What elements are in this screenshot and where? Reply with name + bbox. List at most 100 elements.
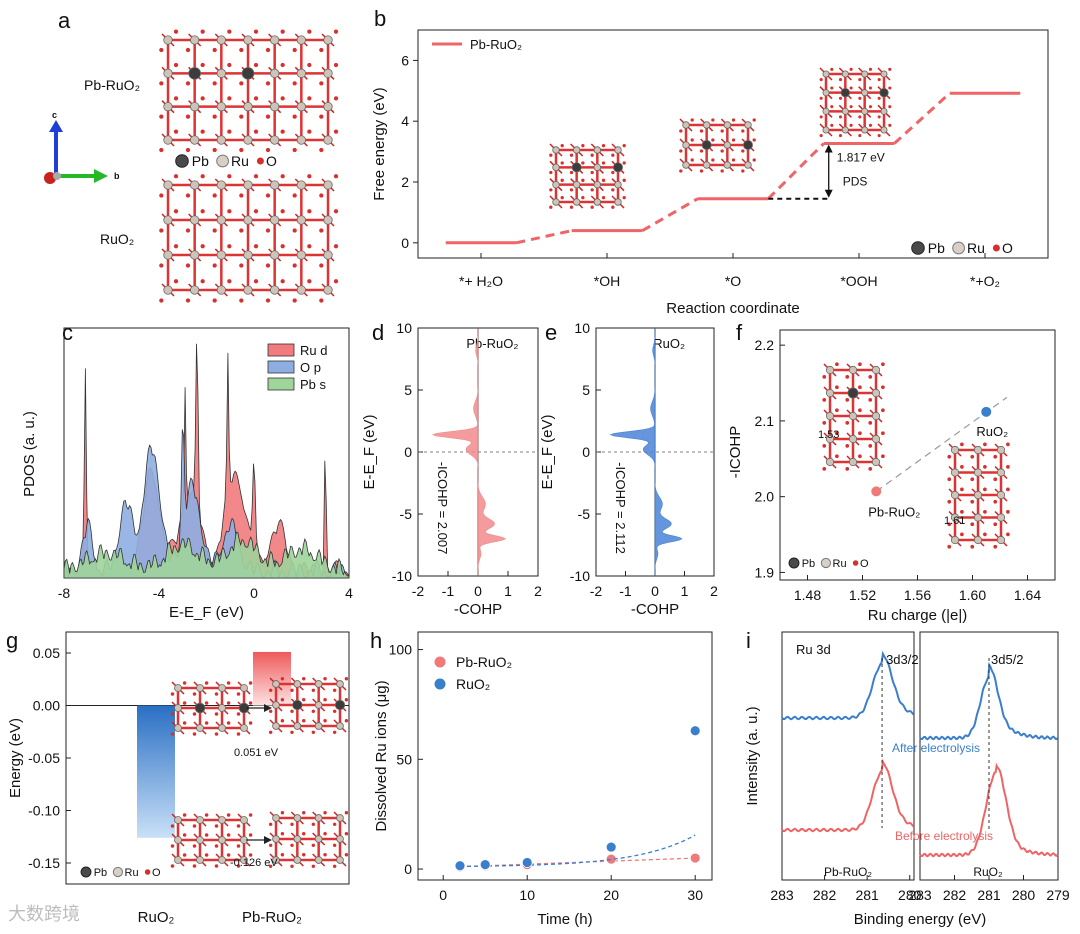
o-atom: [868, 444, 873, 448]
ru-atom: [871, 411, 881, 421]
ru-atom: [822, 126, 830, 134]
panel-c-legend-label-2: Pb s: [300, 377, 327, 392]
o-atom: [280, 244, 285, 249]
o-atom: [868, 398, 873, 402]
o-atom: [280, 29, 285, 34]
ru-atom: [269, 135, 280, 145]
o-atom: [248, 813, 253, 817]
panel-letter-c: c: [62, 320, 73, 345]
o-atom: [253, 279, 259, 284]
panel-i-before-left: [781, 758, 915, 833]
panel-i-ylabel: Intensity (a. u.): [744, 706, 761, 805]
o-atom: [236, 864, 241, 868]
ru-atom: [216, 35, 226, 45]
o-atom: [236, 824, 241, 828]
o-atom: [159, 47, 164, 53]
o-atom: [227, 29, 232, 34]
panel-b-ytick-label: 6: [401, 52, 409, 68]
ru-atom-icon: [216, 154, 229, 168]
panel-g-xtick-label-1: Pb-RuO₂: [242, 909, 302, 926]
ru-atom: [293, 835, 302, 843]
legend-pb-label: Pb: [94, 867, 107, 879]
ru-atom: [950, 535, 960, 545]
ru-atom: [296, 135, 307, 145]
o-atom: [280, 677, 285, 681]
panel-d-xtick-label: 0: [474, 583, 482, 599]
panel-f-xtick-label: 1.56: [904, 587, 931, 603]
o-atom: [868, 375, 873, 379]
panel-b-ytick-label: 0: [401, 235, 409, 251]
ru-atom: [296, 101, 307, 112]
ru-atom-icon: [112, 866, 124, 878]
o-atom: [159, 81, 164, 86]
ru-atom: [871, 388, 881, 398]
pb-atom-icon: [80, 866, 92, 878]
legend-pb-label: Pb: [928, 240, 945, 256]
ru-atom: [996, 445, 1006, 455]
o-atom: [200, 129, 205, 134]
o-atom: [581, 196, 585, 200]
panel-b-ylabel: Free energy (eV): [371, 87, 388, 200]
panel-f-ytick-label: 1.9: [755, 564, 775, 580]
ru-atom: [572, 198, 581, 206]
panel-f-xtick-label: 1.60: [959, 587, 986, 603]
panel-f-xtick-label: 1.52: [849, 587, 876, 603]
ru-atom: [196, 684, 204, 692]
o-atom: [159, 228, 164, 233]
panel-g-ytick-label: -0.10: [28, 803, 60, 819]
ru-atom: [272, 701, 280, 709]
o-atom: [292, 81, 297, 86]
ru-atom: [174, 684, 182, 692]
ru-atom: [614, 146, 622, 154]
o-atom: [173, 279, 179, 284]
o-atom: [993, 499, 998, 504]
ru-atom: [216, 101, 226, 112]
o-atom: [344, 811, 349, 815]
o-atom: [858, 431, 862, 436]
ru-atom: [190, 250, 200, 260]
o-atom: [185, 298, 191, 303]
o-atom: [983, 532, 987, 537]
panel-h-legend-marker-0: [434, 656, 446, 668]
o-atom: [192, 824, 197, 828]
o-atom: [611, 170, 615, 175]
o-atom: [292, 114, 297, 119]
ru-atom: [243, 215, 253, 225]
panel-h-ytick-label: 50: [396, 751, 412, 767]
o-atom: [679, 149, 683, 153]
panel-d-ytick-label: 10: [396, 320, 412, 336]
o-atom: [858, 115, 862, 119]
ru-atom: [682, 141, 690, 149]
o-atom: [265, 228, 271, 233]
o-atom: [173, 209, 179, 214]
ru-atom: [163, 135, 173, 145]
ru-atom: [293, 856, 302, 864]
o-atom: [333, 209, 339, 214]
o-atom: [819, 96, 823, 100]
panel-c-legend-label-0: Ru d: [300, 343, 327, 358]
ru-atom: [314, 701, 323, 709]
o-atom: [319, 263, 324, 268]
ru-atom: [323, 180, 333, 190]
o-atom: [993, 477, 998, 482]
o-atom: [173, 96, 179, 101]
ru-atom: [723, 141, 732, 149]
o-atom: [868, 123, 873, 127]
legend-ru-label: Ru: [231, 153, 249, 169]
o-atom: [333, 244, 339, 249]
panel-h-fit-0: [459, 857, 696, 868]
o-atom: [877, 96, 881, 100]
pb-atom: [334, 699, 346, 711]
ru-atom: [996, 535, 1006, 545]
o-atom: [236, 844, 241, 848]
energy-connector-2: [767, 142, 825, 200]
o-atom: [280, 853, 285, 857]
ru-atom: [825, 434, 835, 444]
ru-atom: [702, 161, 711, 169]
panel-c-xtick-label: 0: [250, 585, 258, 601]
panel-i-peak-label-left: 3d3/2: [886, 652, 919, 667]
panel-g-ytick-label: 0.00: [33, 698, 60, 714]
ru-atom: [593, 146, 602, 154]
o-atom: [590, 170, 594, 175]
o-atom: [248, 853, 253, 857]
